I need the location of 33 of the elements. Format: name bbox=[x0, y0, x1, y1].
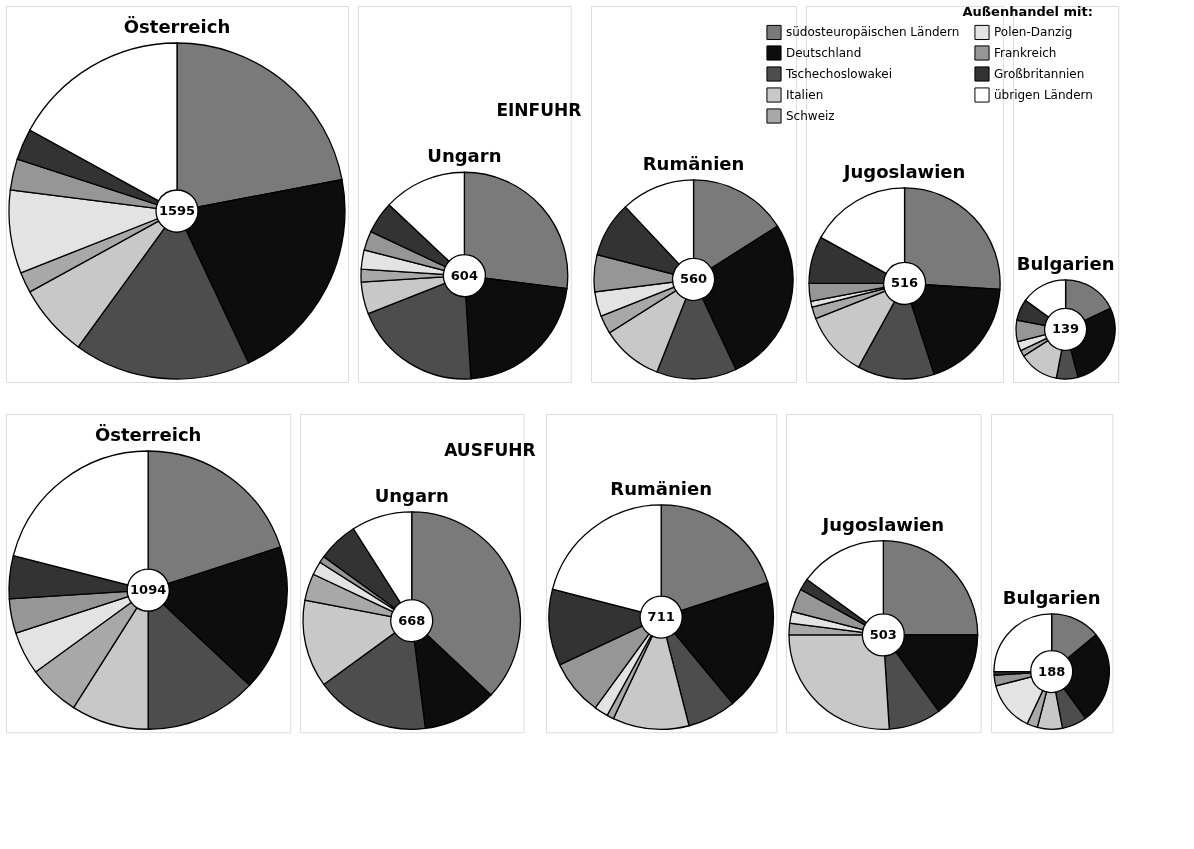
chart-title: Bulgarien bbox=[1016, 252, 1115, 274]
legend-label: übrigen Ländern bbox=[994, 88, 1093, 102]
text: 1094 bbox=[130, 582, 167, 598]
legend-label: Frankreich bbox=[994, 46, 1057, 60]
text: 668 bbox=[398, 612, 426, 628]
text: 503 bbox=[869, 626, 897, 642]
chart-title: Jugoslawien bbox=[841, 160, 966, 182]
text: 1595 bbox=[158, 203, 196, 218]
chart-title: Jugoslawien bbox=[820, 513, 945, 535]
chart-subtitle: EINFUHR bbox=[496, 100, 582, 121]
text: 711 bbox=[647, 609, 675, 625]
text: 188 bbox=[1038, 663, 1066, 679]
chart-title: Ungarn bbox=[374, 484, 449, 506]
chart-title: Österreich bbox=[123, 16, 231, 37]
legend-label: Schweiz bbox=[786, 109, 835, 123]
legend-label: Tschechoslowakei bbox=[785, 67, 893, 81]
legend-label: Deutschland bbox=[786, 46, 862, 60]
legend-label: Großbritannien bbox=[994, 67, 1085, 81]
chart-subtitle: AUSFUHR bbox=[444, 439, 536, 460]
chart-title: Österreich bbox=[94, 424, 202, 445]
chart-title: Ungarn bbox=[427, 145, 502, 167]
text: 560 bbox=[679, 271, 708, 287]
legend-title: Außenhandel mit: bbox=[962, 4, 1093, 19]
chart-title: Rumänien bbox=[610, 477, 712, 499]
text: 604 bbox=[450, 267, 478, 283]
legend-label: Polen-Danzig bbox=[994, 25, 1073, 40]
text: 139 bbox=[1052, 321, 1080, 337]
legend-label: südosteuropäischen Ländern bbox=[786, 25, 960, 40]
legend-label: Italien bbox=[786, 88, 824, 102]
chart-title: Bulgarien bbox=[1002, 586, 1101, 608]
chart-title: Rumänien bbox=[642, 152, 745, 174]
text: 516 bbox=[890, 275, 919, 291]
donut-slice bbox=[995, 676, 1044, 725]
